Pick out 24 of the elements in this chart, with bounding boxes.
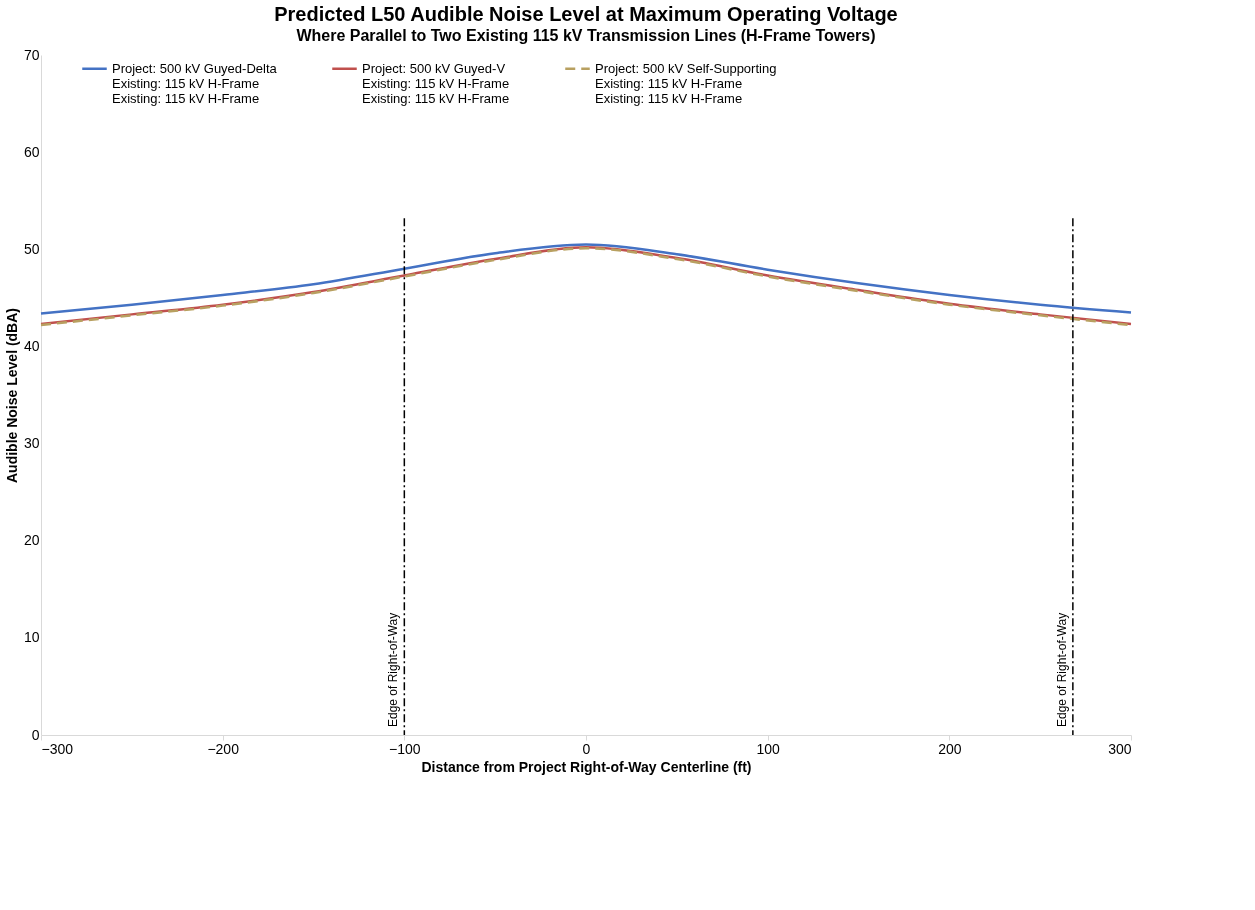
y-tick-label: 30 <box>23 435 40 452</box>
ref-line-label: Edge of Right-of-Way <box>386 612 401 727</box>
x-tick-label: −100 <box>389 740 421 757</box>
legend-label: Project: 500 kV Self-Supporting Existing: 115 kV H-Frame Existing: 115 kV H-Frame <box>595 60 777 106</box>
x-tick-label: −300 <box>41 740 74 757</box>
x-tick-label: 100 <box>756 740 781 757</box>
y-tick-label: 70 <box>23 46 40 63</box>
y-tick-label: 60 <box>23 143 40 160</box>
x-tick-label: 200 <box>938 740 962 757</box>
y-tick-label: 50 <box>23 240 40 257</box>
chart-subtitle: Where Parallel to Two Existing 115 kV Transmission Lines (H-Frame Towers) <box>296 27 876 44</box>
x-tick-label: 300 <box>1108 740 1132 757</box>
y-tick-label: 10 <box>23 629 40 646</box>
chart-title: Predicted L50 Audible Noise Level at Maximum Operating Voltage <box>274 3 898 25</box>
y-tick-label: 40 <box>23 337 40 354</box>
y-axis-title: Audible Noise Level (dBA) <box>3 307 20 484</box>
x-axis-title: Distance from Project Right-of-Way Centerline (ft) <box>421 758 752 775</box>
x-tick-label: 0 <box>582 740 591 757</box>
x-tick-label: −200 <box>207 740 240 757</box>
y-tick-label: 20 <box>23 532 40 549</box>
legend-label: Project: 500 kV Guyed-Delta Existing: 115 kV H-Frame Existing: 115 kV H-Frame <box>112 60 278 106</box>
y-tick-label: 0 <box>31 726 40 743</box>
legend-label: Project: 500 kV Guyed-V Existing: 115 kV H-Frame Existing: 115 kV H-Frame <box>362 60 510 106</box>
ref-line-label: Edge of Right-of-Way <box>1054 612 1069 727</box>
